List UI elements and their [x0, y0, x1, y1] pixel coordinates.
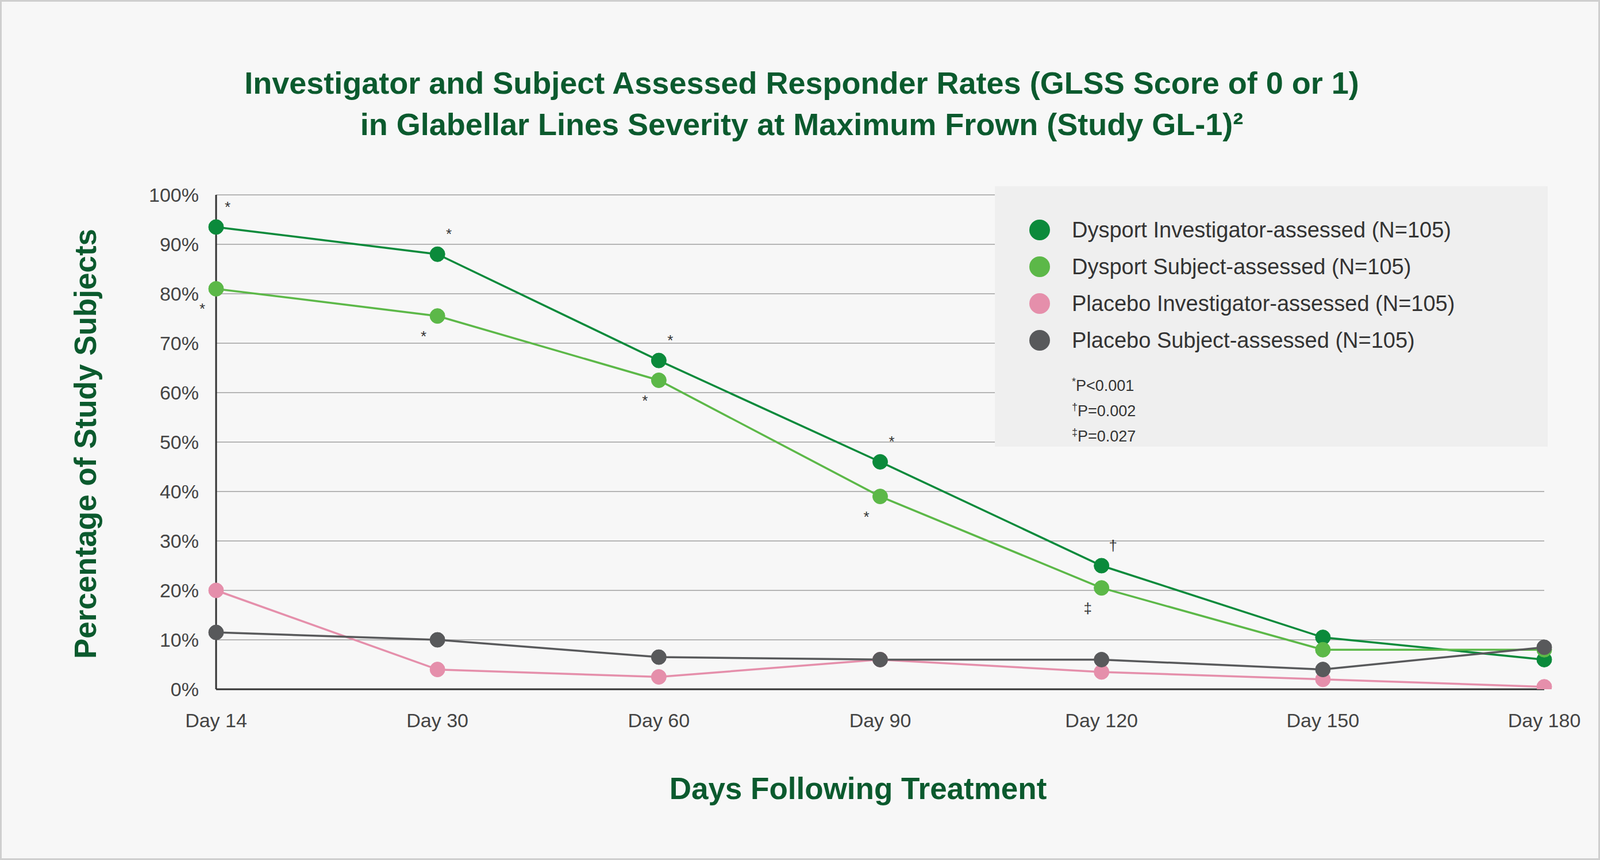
svg-text:*: *: [224, 198, 231, 216]
svg-text:Day 30: Day 30: [406, 709, 469, 732]
svg-text:Day 180: Day 180: [1508, 709, 1582, 732]
svg-text:*: *: [888, 432, 895, 450]
svg-text:60%: 60%: [159, 381, 199, 404]
svg-text:40%: 40%: [159, 480, 199, 503]
html-text:†P=0.002: †P=0.002: [1071, 401, 1136, 420]
html-text:Dysport Investigator-assessed: Dysport Investigator-assessed (N=105): [1071, 217, 1452, 242]
svg-text:*: *: [667, 331, 673, 349]
html-text:Percentage of Study Subjects: Percentage of Study Subjects: [68, 228, 103, 659]
svg-text:50%: 50%: [159, 431, 199, 453]
html-text:Placebo Subject-assessed (N=10: Placebo Subject-assessed (N=105): [1071, 327, 1415, 353]
html-text:in Glabellar Lines Severity at: in Glabellar Lines Severity at Maximum F…: [360, 106, 1244, 142]
svg-text:Day 90: Day 90: [849, 709, 912, 732]
html-text:Placebo Investigator-assessed: Placebo Investigator-assessed (N=105): [1071, 291, 1455, 316]
svg-text:10%: 10%: [159, 628, 199, 651]
html-text:Investigator and Subject Asses: Investigator and Subject Assessed Respon…: [244, 65, 1360, 100]
svg-text:Day 14: Day 14: [185, 709, 248, 732]
svg-text:100%: 100%: [148, 183, 199, 206]
svg-text:0%: 0%: [170, 678, 199, 700]
svg-text:80%: 80%: [159, 282, 199, 305]
svg-text:*: *: [420, 327, 427, 345]
svg-text:Day 120: Day 120: [1064, 709, 1138, 732]
svg-text:90%: 90%: [159, 233, 199, 256]
svg-text:*: *: [863, 508, 869, 526]
svg-text:Day 60: Day 60: [627, 709, 690, 732]
html-text:Days Following Treatment: Days Following Treatment: [669, 771, 1047, 806]
svg-text:30%: 30%: [159, 529, 199, 552]
html-text:Dysport Subject-assessed (N=10: Dysport Subject-assessed (N=105): [1071, 254, 1412, 279]
svg-text:Day 150: Day 150: [1286, 709, 1360, 732]
svg-text:*: *: [199, 300, 206, 318]
svg-text:†: †: [1108, 536, 1117, 555]
html-text:*P<0.001: *P<0.001: [1071, 375, 1135, 395]
svg-text:‡: ‡: [1083, 599, 1092, 617]
svg-text:*: *: [445, 225, 452, 243]
svg-text:*: *: [641, 391, 648, 410]
svg-text:20%: 20%: [159, 579, 199, 602]
html-text:‡P=0.027: ‡P=0.027: [1071, 426, 1136, 445]
svg-text:70%: 70%: [159, 332, 199, 355]
